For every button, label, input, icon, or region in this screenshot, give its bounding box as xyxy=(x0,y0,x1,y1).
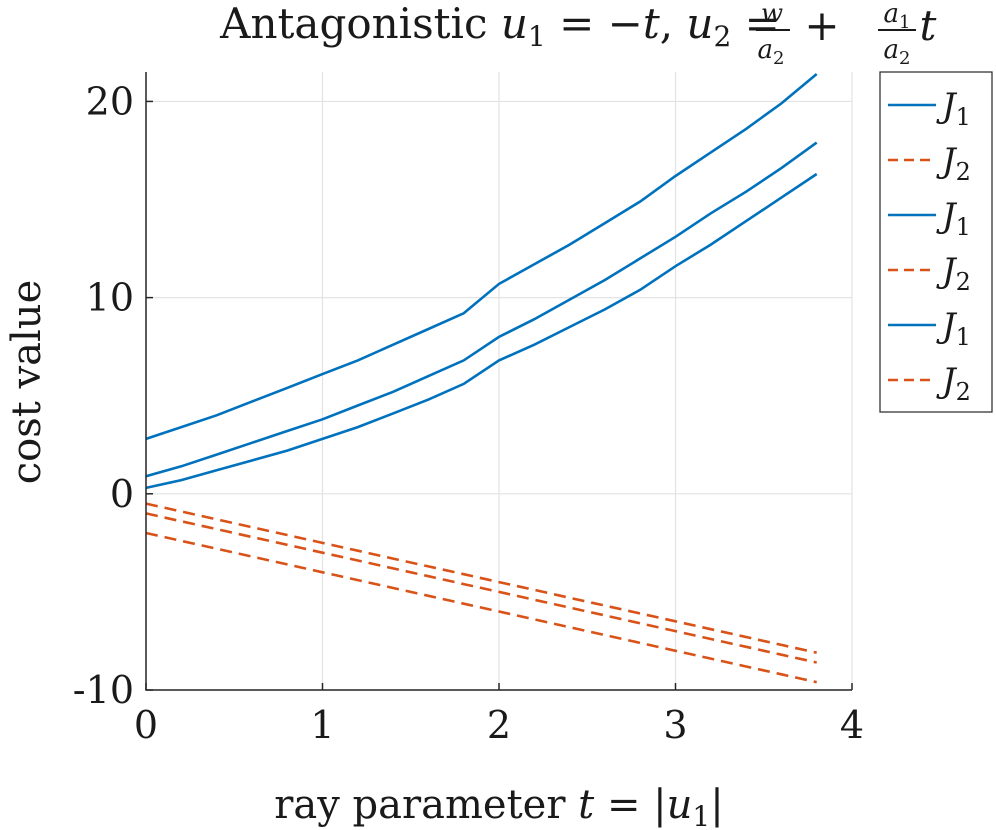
y-tick-label: 10 xyxy=(86,276,134,320)
legend-box xyxy=(879,71,993,413)
frac2-denominator: a2 xyxy=(884,35,911,69)
frac1-numerator: w xyxy=(761,0,783,29)
x-tick-label: 0 xyxy=(134,703,158,747)
legend-label: J2 xyxy=(936,361,971,406)
series-line-3 xyxy=(145,141,818,478)
x-tick-label: 3 xyxy=(663,703,687,747)
series-line-1 xyxy=(145,73,818,441)
legend-label: J1 xyxy=(936,306,971,351)
series-line-2 xyxy=(145,531,817,684)
legend-items: J1 J2 J1 J2 J1 J2 xyxy=(888,86,971,406)
x-axis-label: ray parameter t = |u1| xyxy=(274,782,723,830)
series-line-4 xyxy=(145,512,817,664)
x-tick-label: 1 xyxy=(310,703,334,747)
title-fractions: w a2 + a1 a2 t xyxy=(756,0,937,69)
series-line-5 xyxy=(145,172,818,490)
legend-label: J2 xyxy=(936,141,971,186)
chart-title: Antagonistic u1 = −t, u2 = xyxy=(219,0,780,53)
frac2-numerator: a1 xyxy=(884,0,911,33)
series-line-6 xyxy=(145,502,817,654)
x-tick-label: 4 xyxy=(840,703,864,747)
y-tick-label: -10 xyxy=(73,668,134,712)
series-layer xyxy=(145,73,818,684)
y-axis-label: cost value xyxy=(4,280,50,484)
y-tick-label: 20 xyxy=(86,79,134,123)
legend-label: J2 xyxy=(936,251,971,296)
title-plus: + xyxy=(804,1,839,50)
title-prefix: Antagonistic xyxy=(219,0,501,48)
legend-label: J1 xyxy=(936,86,971,131)
y-tick-label: 0 xyxy=(110,472,134,516)
x-tick-label: 2 xyxy=(487,703,511,747)
title-t: t xyxy=(920,1,937,50)
plot-area xyxy=(145,72,853,691)
ticks xyxy=(145,100,853,691)
legend-label: J1 xyxy=(936,196,971,241)
legend: J1 J2 J1 J2 J1 J2 xyxy=(879,71,993,413)
frac1-denominator: a2 xyxy=(758,35,785,69)
